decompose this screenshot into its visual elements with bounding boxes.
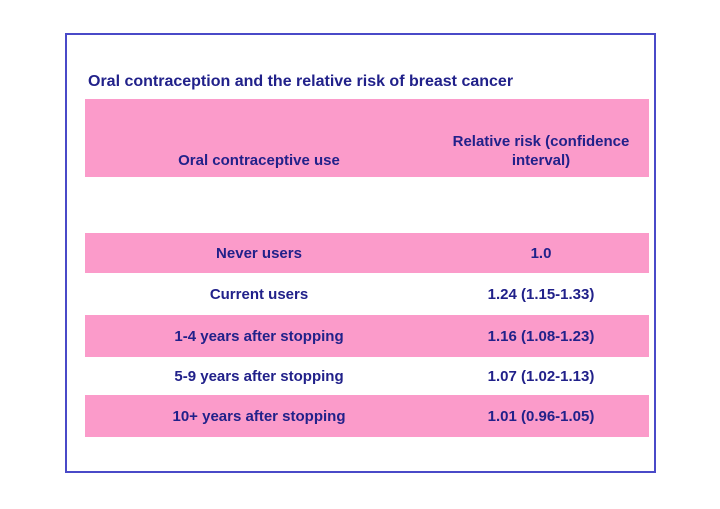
cell-oral-contraceptive-use: 1-4 years after stopping — [174, 327, 344, 345]
cell-oral-contraceptive-use: 10+ years after stopping — [172, 407, 346, 425]
cell-oral-contraceptive-use: Never users — [216, 244, 302, 262]
cell-relative-risk: 1.24 (1.15-1.33) — [487, 285, 595, 303]
cell-relative-risk: 1.0 — [530, 244, 552, 262]
table-row: 1-4 years after stopping 1.16 (1.08-1.23… — [85, 315, 649, 357]
table-header-row: Oral contraceptive use Relative risk (co… — [85, 99, 649, 177]
cell-oral-contraceptive-use: 5-9 years after stopping — [174, 367, 344, 385]
table-row: Never users 1.0 — [85, 233, 649, 273]
cell-relative-risk: 1.01 (0.96-1.05) — [487, 407, 595, 425]
table-row: Current users 1.24 (1.15-1.33) — [85, 273, 649, 315]
slide-title: Oral contraception and the relative risk… — [88, 73, 514, 90]
cell-oral-contraceptive-use: Current users — [209, 285, 309, 303]
column-header-relative-risk: Relative risk (confidence interval) — [452, 133, 630, 169]
column-header-oral-contraceptive-use: Oral contraceptive use — [178, 152, 340, 169]
cell-relative-risk: 1.16 (1.08-1.23) — [487, 327, 595, 345]
table-row: 10+ years after stopping 1.01 (0.96-1.05… — [85, 395, 649, 437]
slide-content-box: Oral contraception and the relative risk… — [65, 33, 656, 473]
table-row: 5-9 years after stopping 1.07 (1.02-1.13… — [85, 357, 649, 395]
cell-relative-risk: 1.07 (1.02-1.13) — [487, 367, 595, 385]
